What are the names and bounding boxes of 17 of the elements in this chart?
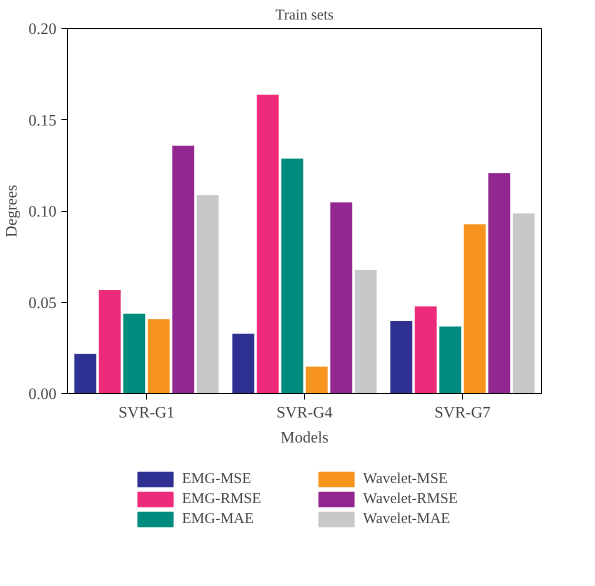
y-tick-label: 0.05 (28, 294, 56, 312)
legend-label: EMG-MSE (182, 470, 252, 488)
x-axis-title: Models (280, 430, 328, 446)
legend-label: Wavelet-MSE (363, 470, 449, 488)
y-tick-label: 0.00 (28, 386, 56, 403)
y-axis-title: Degrees (4, 184, 20, 238)
x-tick-label: SVR-G4 (276, 404, 333, 422)
legend-label: EMG-MAE (182, 510, 255, 528)
x-tick-label: SVR-G1 (118, 404, 175, 422)
y-tick-label: 0.15 (28, 112, 56, 130)
y-tick-label: 0.20 (28, 21, 56, 38)
y-tick-label: 0.10 (28, 204, 56, 220)
legend-label: Wavelet-MAE (363, 510, 452, 528)
x-tick-label: SVR-G7 (434, 404, 491, 422)
legend-label: Wavelet-RMSE (363, 490, 459, 508)
legend-label: EMG-RMSE (182, 490, 262, 508)
chart-title: Train sets (275, 8, 334, 24)
